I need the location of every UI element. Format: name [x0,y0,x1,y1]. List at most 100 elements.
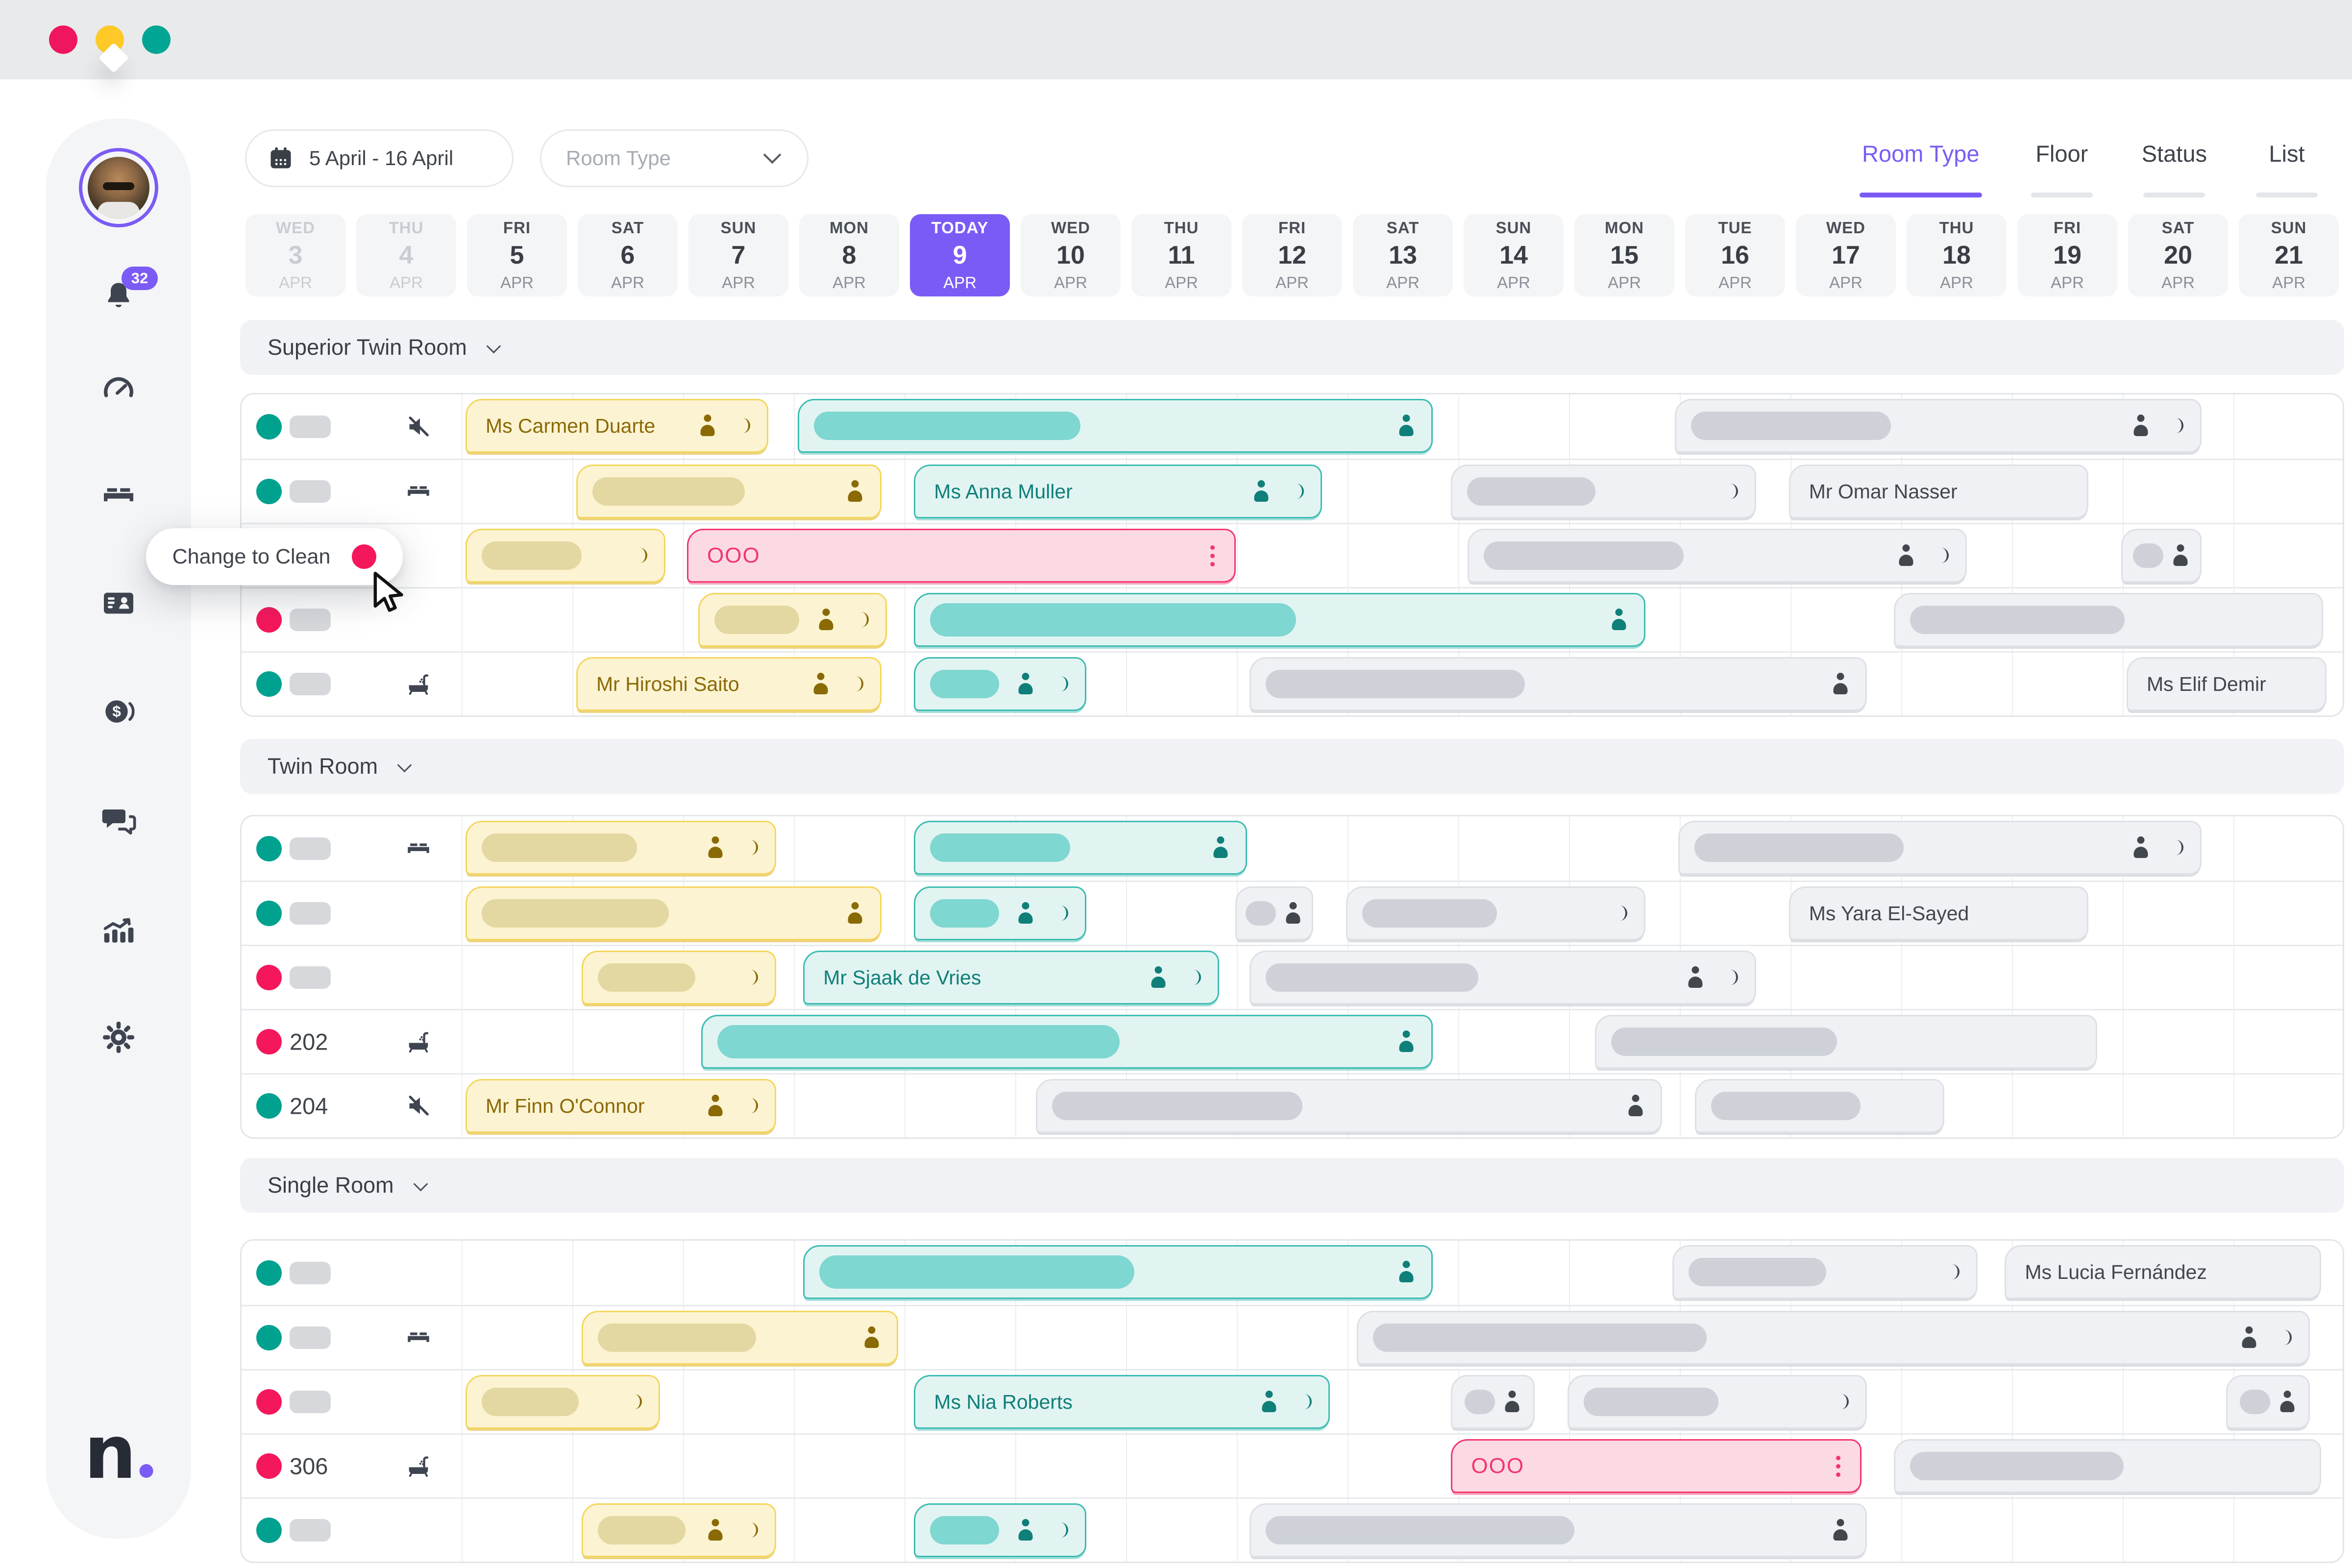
date-cell-6-apr[interactable]: SAT 6 APR [578,214,678,296]
reservation-bar[interactable]: Ms Elif Demir [2127,657,2327,711]
date-cell-14-apr[interactable]: SUN 14 APR [1464,214,1564,296]
reservation-bar[interactable] [701,1015,1433,1069]
room-status-dot[interactable] [256,835,282,861]
date-cell-9-apr[interactable]: TODAY 9 APR [910,214,1010,296]
sidebar-item-reservations[interactable] [95,580,142,627]
reservation-bar[interactable]: Mr Omar Nasser [1788,465,2089,518]
reservation-bar[interactable] [1468,529,1967,583]
room-status-dot[interactable] [256,1029,282,1054]
reservation-bar[interactable]: Ms Anna Muller [914,465,1323,518]
reservation-bar[interactable] [914,821,1247,875]
out-of-order-block[interactable]: OOO [687,529,1236,583]
room-status-dot[interactable] [256,1325,282,1350]
date-cell-5-apr[interactable]: FRI 5 APR [467,214,567,296]
reservation-bar[interactable] [2121,529,2202,583]
reservation-bar[interactable] [1595,1015,2098,1069]
room-status-dot[interactable] [256,1093,282,1119]
reservation-bar[interactable] [1694,1079,1945,1133]
reservation-bar[interactable] [914,1503,1086,1557]
sidebar-item-messages[interactable] [95,798,142,845]
out-of-order-block[interactable]: OOO [1451,1439,1862,1493]
date-cell-8-apr[interactable]: MON 8 APR [799,214,899,296]
date-cell-16-apr[interactable]: TUE 16 APR [1685,214,1785,296]
date-cell-7-apr[interactable]: SUN 7 APR [688,214,788,296]
tab-room-type[interactable]: Room Type [1859,140,1982,197]
sidebar-item-reports[interactable] [95,906,142,953]
reservation-bar[interactable] [1357,1311,2310,1365]
reservation-bar[interactable] [466,886,882,940]
room-status-dot[interactable] [256,1453,282,1479]
reservation-bar[interactable] [466,821,777,875]
room-status-dot[interactable] [256,414,282,440]
date-cell-15-apr[interactable]: MON 15 APR [1574,214,1674,296]
date-range-picker[interactable]: 5 April - 16 April [245,129,514,187]
reservation-bar[interactable] [803,1245,1433,1299]
reservation-bar[interactable] [466,529,666,583]
room-type-select[interactable]: Room Type [540,129,808,187]
reservation-bar[interactable] [1894,593,2324,647]
reservation-bar[interactable] [698,593,887,647]
reservation-bar[interactable]: Ms Nia Roberts [914,1375,1330,1429]
date-cell-4-apr[interactable]: THU 4 APR [356,214,456,296]
date-cell-13-apr[interactable]: SAT 13 APR [1353,214,1453,296]
zoom-button[interactable] [142,25,171,54]
tab-floor[interactable]: Floor [2031,140,2093,197]
date-cell-19-apr[interactable]: FRI 19 APR [2017,214,2117,296]
room-status-dot[interactable] [256,607,282,633]
sidebar-item-notifications[interactable]: 32 [95,267,158,320]
date-cell-11-apr[interactable]: THU 11 APR [1131,214,1231,296]
room-status-dot[interactable] [256,479,282,504]
reservation-bar[interactable] [1451,465,1757,518]
kebab-menu-icon[interactable] [1836,1455,1844,1477]
reservation-bar[interactable] [2226,1375,2310,1429]
kebab-menu-icon[interactable] [1210,545,1219,566]
user-avatar[interactable] [79,148,158,227]
reservation-bar[interactable]: Ms Lucia Fernández [2005,1245,2321,1299]
reservation-bar[interactable] [1250,951,1757,1004]
reservation-bar[interactable] [1346,886,1646,940]
section-header-single-room[interactable]: Single Room [240,1158,2344,1213]
close-button[interactable] [49,25,77,54]
change-status-tooltip[interactable]: Change to Clean [146,528,403,585]
room-status-dot[interactable] [256,1518,282,1543]
reservation-bar[interactable] [1035,1079,1663,1133]
reservation-bar[interactable] [1451,1375,1535,1429]
reservation-bar[interactable] [1672,1245,1978,1299]
room-status-dot[interactable] [256,965,282,990]
sidebar-item-settings[interactable] [95,1014,142,1061]
date-cell-12-apr[interactable]: FRI 12 APR [1242,214,1342,296]
room-status-dot[interactable] [256,901,282,926]
reservation-bar[interactable] [914,593,1646,647]
date-cell-3-apr[interactable]: WED 3 APR [245,214,345,296]
sidebar-item-rooms[interactable] [95,472,142,519]
sidebar-item-finance[interactable]: $ [95,688,142,735]
reservation-bar[interactable] [798,399,1433,453]
reservation-bar[interactable]: Mr Hiroshi Saito [576,657,882,711]
date-cell-17-apr[interactable]: WED 17 APR [1796,214,1896,296]
date-cell-20-apr[interactable]: SAT 20 APR [2128,214,2228,296]
reservation-bar[interactable] [1894,1439,2321,1493]
section-header-superior-twin-room[interactable]: Superior Twin Room [240,320,2344,375]
room-status-dot[interactable] [256,671,282,697]
reservation-bar[interactable] [582,1503,777,1557]
sidebar-item-dashboard[interactable] [95,365,142,412]
reservation-bar[interactable] [576,465,882,518]
reservation-bar[interactable] [1250,1503,1867,1557]
reservation-bar[interactable] [582,1311,898,1365]
reservation-bar[interactable] [1250,657,1867,711]
reservation-bar[interactable] [1235,886,1314,940]
reservation-bar[interactable] [582,951,777,1004]
reservation-bar[interactable]: Ms Carmen Duarte [466,399,769,453]
reservation-bar[interactable] [1674,399,2202,453]
date-cell-10-apr[interactable]: WED 10 APR [1021,214,1121,296]
reservation-bar[interactable] [914,657,1086,711]
room-status-dot[interactable] [256,1260,282,1286]
tab-status[interactable]: Status [2142,140,2207,197]
room-status-dot[interactable] [256,1389,282,1415]
date-cell-21-apr[interactable]: SUN 21 APR [2239,214,2339,296]
reservation-bar[interactable]: Mr Finn O'Connor [466,1079,777,1133]
tab-list[interactable]: List [2256,140,2318,197]
reservation-bar[interactable]: Ms Yara El-Sayed [1788,886,2089,940]
reservation-bar[interactable] [1678,821,2202,875]
section-header-twin-room[interactable]: Twin Room [240,739,2344,794]
